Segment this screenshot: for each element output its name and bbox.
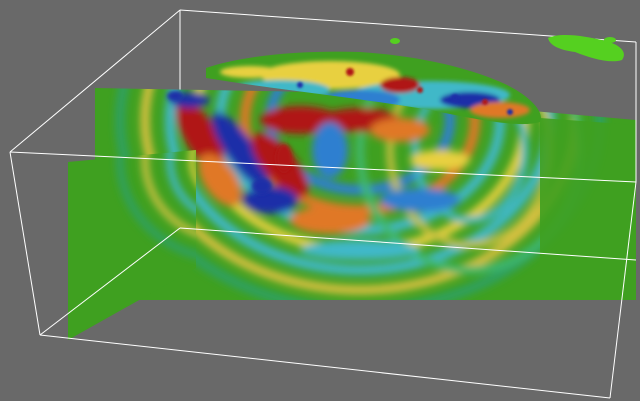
bounding-box-front <box>9 42 637 399</box>
seismic-section-front <box>68 150 196 340</box>
seismic-section-right <box>540 118 636 300</box>
isosurface-fragments <box>390 34 624 62</box>
